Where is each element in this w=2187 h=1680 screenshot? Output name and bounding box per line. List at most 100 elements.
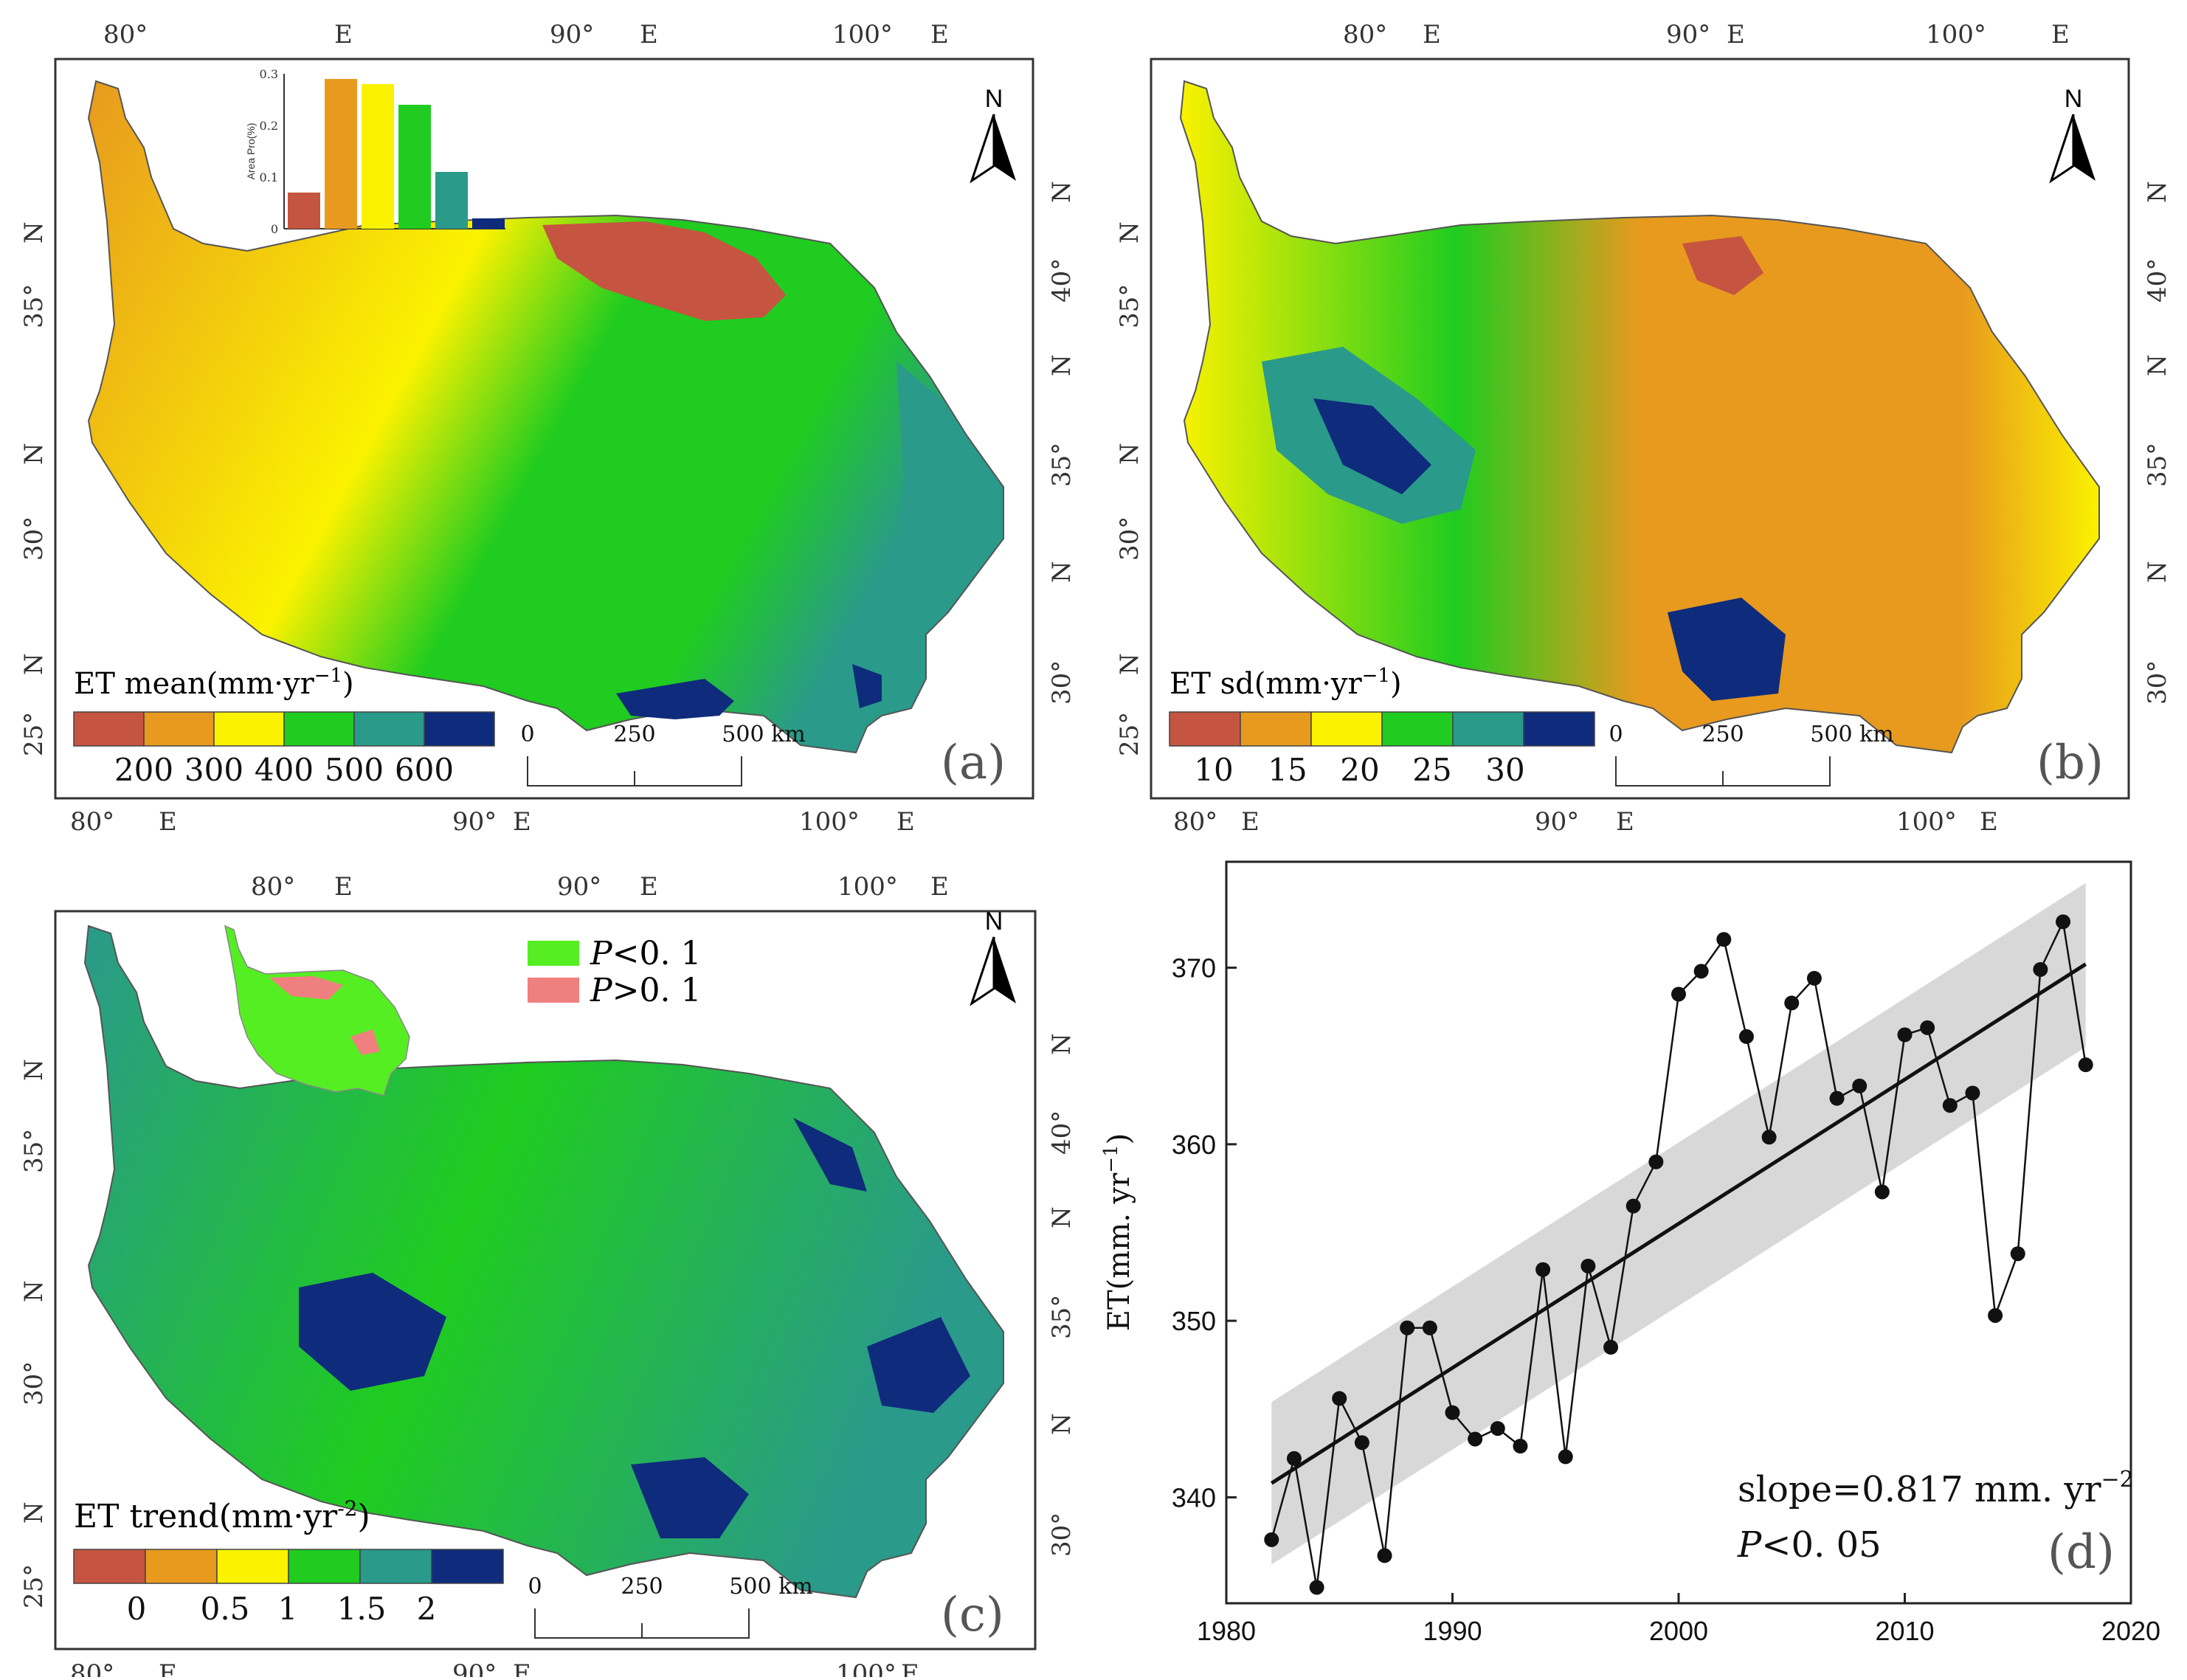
lon-label: 90° bbox=[557, 872, 601, 902]
p-annotation: P<0. 05 bbox=[1737, 1524, 1882, 1566]
color-swatch bbox=[143, 711, 215, 747]
legend-tick: 30 bbox=[1485, 752, 1524, 788]
lon-label: E bbox=[1616, 807, 1634, 837]
lat-label: N bbox=[1047, 181, 1077, 203]
data-point bbox=[2010, 1246, 2025, 1262]
data-point bbox=[1648, 1154, 1664, 1169]
x-tick-label: 2020 bbox=[2101, 1616, 2160, 1646]
darkblue-region bbox=[631, 1457, 749, 1538]
bottom-lon-labels: 80° E 90° E 100° E bbox=[70, 1659, 919, 1680]
plateau-map bbox=[87, 80, 1004, 754]
y-tick-label: 370 bbox=[1172, 953, 1216, 984]
sig-legend-label: P<0. 1 bbox=[590, 935, 701, 972]
north-label: N bbox=[985, 908, 1003, 936]
color-swatch bbox=[1310, 711, 1383, 747]
data-point bbox=[1422, 1320, 1437, 1335]
lat-label: N bbox=[2143, 561, 2172, 583]
data-point bbox=[1603, 1340, 1619, 1355]
inset-ytick: 0 bbox=[271, 222, 278, 236]
data-point bbox=[1580, 1258, 1596, 1273]
scale-tick: 250 bbox=[613, 722, 655, 747]
data-point bbox=[1784, 995, 1800, 1011]
lat-label: N bbox=[19, 1059, 49, 1081]
legend-tick: 0.5 bbox=[201, 1591, 250, 1627]
north-arrow-shape bbox=[2073, 114, 2096, 181]
panel-c: 80° E 90° E 100° E 80° E 90° E 100° E N … bbox=[19, 872, 1077, 1680]
legend-tick: 1 bbox=[278, 1591, 298, 1627]
data-point bbox=[1332, 1391, 1347, 1406]
north-arrow-icon: N bbox=[2049, 85, 2096, 184]
data-point bbox=[1513, 1439, 1528, 1454]
lat-label: N bbox=[1047, 354, 1077, 376]
lat-label: 40° bbox=[2143, 258, 2172, 303]
color-swatch bbox=[431, 1549, 504, 1584]
scale-bar: 0 250 500 km bbox=[520, 722, 806, 787]
north-arrow-outline bbox=[970, 936, 995, 1006]
darkblue-region bbox=[793, 1118, 867, 1192]
lon-label: E bbox=[2051, 20, 2070, 49]
data-point bbox=[1264, 1532, 1279, 1547]
legend-a: ET mean(mm·yr−1) 200 300 400 500 600 bbox=[73, 665, 495, 788]
lat-label: 40° bbox=[1047, 258, 1077, 303]
data-point bbox=[1671, 986, 1686, 1002]
lat-label: 30° bbox=[1047, 660, 1077, 705]
legend-tick: 200 bbox=[114, 752, 173, 788]
top-lon-labels: 80° E 90° E 100° E bbox=[1343, 20, 2070, 49]
lat-label: 40° bbox=[1047, 1110, 1077, 1155]
y-tick-label: 340 bbox=[1172, 1482, 1216, 1513]
nonsig-swatch bbox=[528, 978, 579, 1003]
legend-c: ET trend(mm·yr-2) 0 0.5 1 1.5 2 bbox=[73, 1496, 504, 1627]
lon-label: 90° bbox=[452, 807, 497, 837]
lon-label: 90° bbox=[550, 20, 594, 49]
top-lon-labels: 80° E 90° E 100° E bbox=[103, 20, 949, 49]
panel-tag: (b) bbox=[2036, 736, 2104, 790]
lat-label: N bbox=[1115, 653, 1144, 675]
lon-label: E bbox=[1727, 20, 1745, 49]
legend-tick: 300 bbox=[184, 752, 243, 788]
lat-label: N bbox=[19, 221, 49, 243]
north-arrow-outline bbox=[2049, 114, 2075, 184]
data-point bbox=[1490, 1421, 1505, 1437]
color-swatch bbox=[145, 1549, 218, 1584]
lat-label: 35° bbox=[19, 284, 49, 328]
north-arrow-shape bbox=[994, 937, 1016, 1003]
sig-swatch bbox=[528, 941, 579, 966]
lat-label: 25° bbox=[19, 1564, 49, 1608]
lat-label: 30° bbox=[1047, 1513, 1077, 1557]
color-swatch bbox=[1240, 711, 1312, 747]
legend-ticks: 10 15 20 25 30 bbox=[1194, 752, 1524, 788]
panel-tag: (c) bbox=[941, 1588, 1004, 1642]
inset-bar bbox=[288, 193, 320, 229]
lon-label: 100° bbox=[837, 872, 898, 902]
color-swatch bbox=[283, 711, 355, 747]
inset-ylabel: Area Pro(%) bbox=[245, 122, 257, 179]
scale-tick: 250 bbox=[621, 1574, 663, 1600]
lon-label: 90° bbox=[1666, 20, 1710, 49]
lat-label: N bbox=[2143, 181, 2172, 203]
data-point bbox=[1897, 1027, 1913, 1043]
lon-label: E bbox=[930, 20, 949, 49]
lat-label: 35° bbox=[2143, 443, 2172, 487]
x-tick-label: 1990 bbox=[1423, 1616, 1482, 1646]
fit-line bbox=[1270, 962, 2087, 1485]
series-points bbox=[1264, 914, 2093, 1595]
data-point bbox=[1716, 932, 1732, 947]
scale-tick: 500 km bbox=[722, 722, 805, 747]
data-point bbox=[2078, 1057, 2093, 1073]
scale-tick: 0 bbox=[528, 1574, 542, 1600]
panel-tag: (d) bbox=[2048, 1525, 2115, 1580]
lon-label: E bbox=[334, 20, 353, 49]
significance-inset bbox=[224, 924, 410, 1096]
nonsig-region bbox=[269, 976, 343, 1000]
legend-title: ET mean(mm·yr−1) bbox=[74, 665, 354, 701]
plateau-map bbox=[1179, 80, 2100, 754]
lat-label: N bbox=[1047, 1413, 1077, 1435]
lat-label: 35° bbox=[1047, 443, 1077, 487]
x-tick-label: 1980 bbox=[1197, 1616, 1256, 1646]
lon-label: E bbox=[513, 1659, 531, 1677]
lon-label: 90° bbox=[1535, 807, 1579, 837]
darkblue-region bbox=[1313, 398, 1431, 494]
lat-label: 25° bbox=[1115, 712, 1144, 756]
lon-label: 80° bbox=[1173, 807, 1217, 837]
north-arrow-icon: N bbox=[970, 85, 1016, 184]
